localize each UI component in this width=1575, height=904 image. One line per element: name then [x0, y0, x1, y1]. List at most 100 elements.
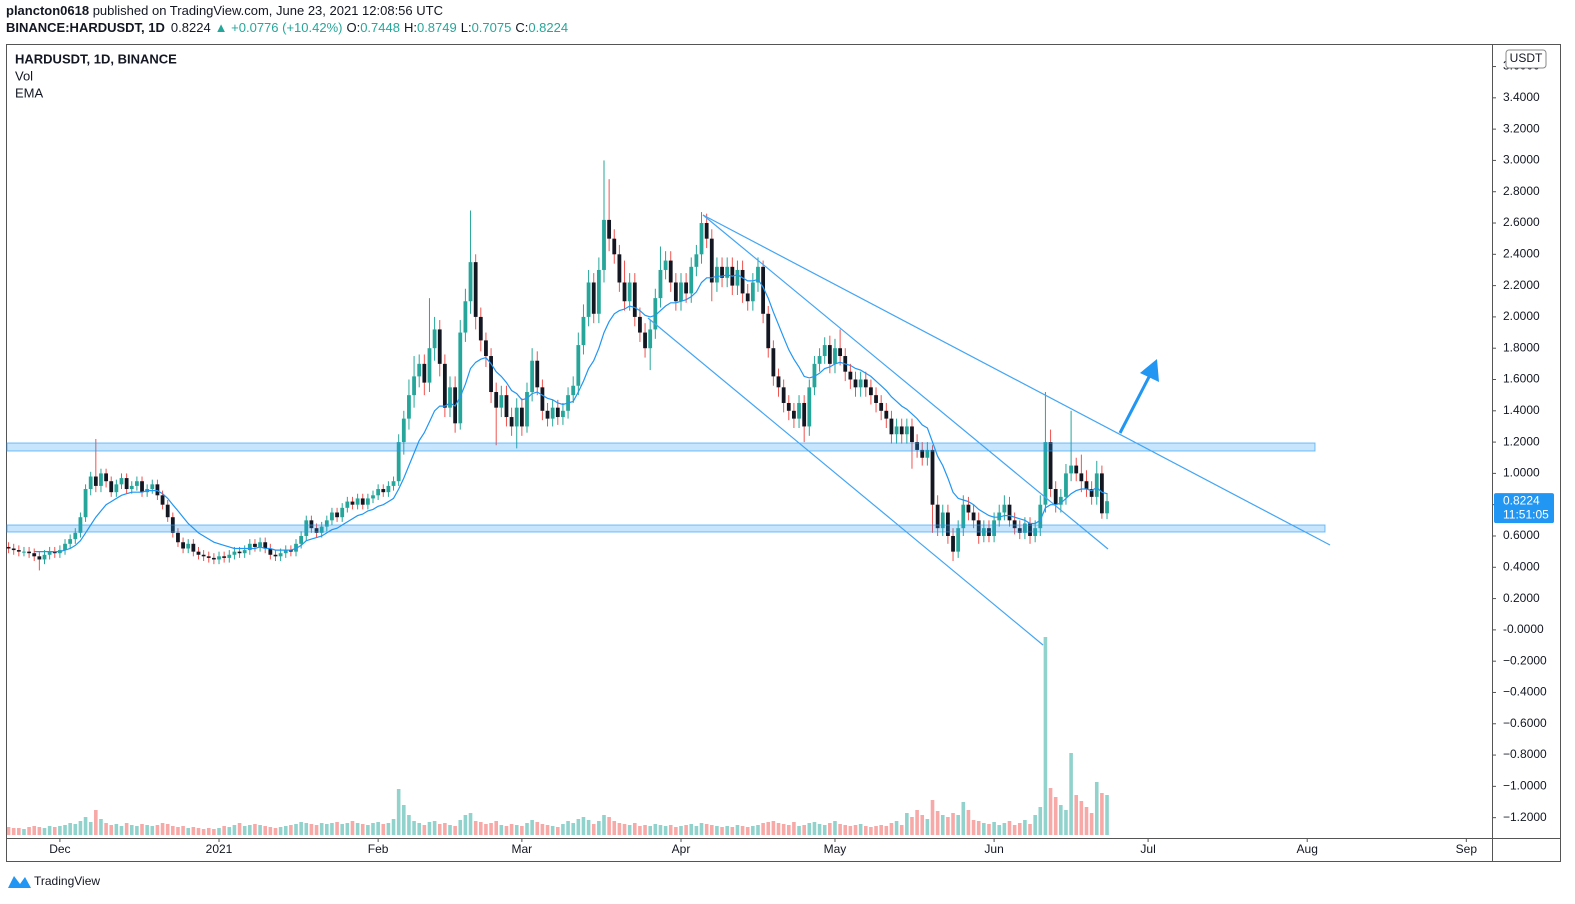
volume-bar	[11, 828, 16, 835]
volume-bar	[186, 828, 191, 835]
volume-bar	[176, 827, 180, 835]
candle-body	[761, 266, 766, 314]
candle-body	[704, 223, 709, 239]
y-tick-label: -0.0000	[1503, 622, 1544, 636]
candle-body	[1084, 481, 1089, 490]
candle-body	[355, 498, 360, 505]
volume-bar	[479, 822, 483, 835]
volume-bar	[632, 823, 637, 835]
volume-bar	[597, 821, 601, 835]
candle-body	[812, 363, 817, 388]
y-tick-label: −0.2000	[1503, 653, 1547, 667]
candle-body	[365, 498, 370, 505]
volume-bar	[119, 826, 124, 835]
volume-bar	[509, 824, 514, 835]
volume-bar	[181, 826, 185, 835]
y-tick-label: 2.2000	[1503, 278, 1540, 292]
volume-bar	[407, 815, 411, 835]
volume-bar	[165, 824, 170, 835]
volume-bar	[792, 822, 796, 835]
candle-body	[448, 387, 452, 408]
candle-body	[458, 332, 463, 424]
candle-body	[561, 410, 565, 418]
y-tick-label: 2.0000	[1503, 309, 1540, 323]
zone	[6, 442, 1316, 452]
candle-body	[940, 512, 945, 529]
candle-body	[617, 254, 622, 283]
volume-bar	[884, 826, 889, 835]
candle-body	[817, 356, 822, 364]
candle-body	[899, 426, 904, 435]
volume-bar	[807, 823, 812, 835]
ema-line	[34, 274, 1108, 553]
candle-body	[83, 489, 88, 518]
volume-bar	[237, 823, 242, 835]
volume-bar	[1043, 637, 1048, 835]
volume-bar	[1084, 807, 1089, 835]
volume-bar	[658, 825, 663, 835]
volume-bar	[951, 813, 955, 835]
volume-bar	[940, 815, 945, 835]
candle-body	[407, 395, 411, 419]
volume-bar	[930, 800, 935, 835]
candle-body	[925, 449, 930, 458]
volume-bar	[720, 827, 724, 835]
volume-bar	[129, 825, 134, 835]
volume-bar	[1059, 805, 1063, 835]
volume-bar	[22, 829, 26, 835]
volume-bar	[617, 823, 622, 835]
volume-bar	[350, 821, 355, 835]
candle-body	[889, 418, 894, 435]
volume-bar	[684, 825, 688, 835]
volume-bar	[371, 823, 375, 835]
candle-body	[68, 539, 73, 544]
candle-body	[874, 395, 878, 403]
candle-body	[437, 329, 442, 364]
candle-body	[283, 550, 288, 554]
y-tick-label: −1.0000	[1503, 779, 1547, 793]
candle-body	[360, 498, 365, 505]
x-tick-label: Dec	[49, 842, 70, 856]
volume-bar	[899, 825, 904, 835]
candle-body	[525, 392, 529, 427]
volume-bar	[227, 827, 232, 835]
volume-bar	[1079, 801, 1084, 835]
candle-body	[622, 282, 627, 302]
candle-body	[463, 301, 468, 333]
volume-bar	[766, 822, 771, 835]
volume-bar	[735, 825, 740, 835]
volume-bar	[771, 821, 776, 835]
volume-bar	[905, 813, 909, 835]
volume-bar	[263, 826, 268, 835]
volume-bar	[1100, 793, 1104, 835]
volume-bar	[99, 819, 103, 835]
trend-line	[702, 214, 1331, 546]
candle-body	[211, 557, 216, 560]
candle-body	[371, 495, 375, 499]
candle-body	[530, 360, 535, 393]
candle-body	[535, 360, 540, 388]
candle-body	[206, 556, 211, 558]
volume-bar	[555, 827, 560, 835]
volume-bar	[248, 825, 252, 835]
candle-body	[37, 556, 42, 560]
candle-body	[186, 543, 191, 549]
volume-bar	[473, 821, 478, 835]
volume-bar	[360, 824, 365, 835]
volume-bar	[422, 825, 427, 835]
volume-bar	[160, 823, 165, 835]
volume-bar	[1023, 820, 1027, 835]
candle-body	[176, 532, 180, 543]
candle-body	[555, 407, 560, 418]
x-tick-label: Jul	[1140, 842, 1155, 856]
candle-body	[894, 426, 899, 435]
candle-body	[509, 417, 514, 427]
volume-bar	[812, 822, 817, 835]
volume-bar	[725, 826, 729, 835]
candle-body	[386, 485, 391, 493]
volume-bar	[535, 822, 540, 835]
volume-bar	[591, 824, 596, 835]
candle-body	[417, 363, 422, 377]
volume-bar	[171, 826, 175, 835]
price-label: 0.8224	[1503, 493, 1540, 507]
